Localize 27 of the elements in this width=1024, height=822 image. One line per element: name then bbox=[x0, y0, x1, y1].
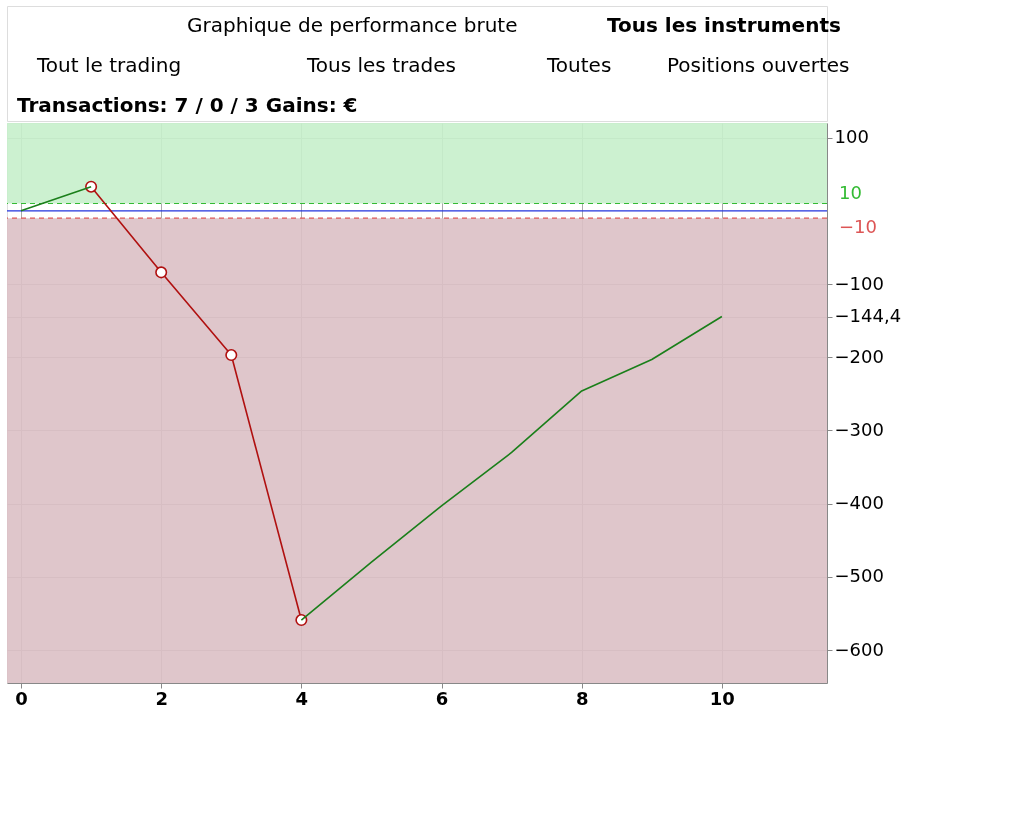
y-tick-label: −400 bbox=[834, 492, 884, 514]
x-tick-label: 6 bbox=[435, 687, 449, 709]
text: Tous les trades bbox=[306, 53, 456, 77]
ref-line-label: −10 bbox=[839, 216, 877, 238]
point bbox=[295, 614, 308, 627]
point bbox=[85, 180, 98, 193]
y-tick-label: −500 bbox=[834, 565, 884, 587]
x-tick-label: 4 bbox=[295, 687, 309, 709]
point bbox=[155, 266, 168, 279]
chart-title: Graphique de performance brute bbox=[187, 13, 518, 37]
y-tick-label: −100 bbox=[834, 272, 884, 294]
text: Tous les instruments bbox=[607, 13, 841, 37]
ref-line-label: 10 bbox=[839, 181, 862, 203]
text: Positions ouvertes bbox=[667, 53, 850, 77]
x-tick-label: 10 bbox=[709, 687, 735, 709]
x-tick-label: 8 bbox=[575, 687, 589, 709]
point bbox=[225, 349, 238, 362]
y-tick-label: −200 bbox=[834, 345, 884, 367]
y-tick-label: −144,4 bbox=[834, 305, 902, 327]
text: Transactions: 7 / 0 / 3 Gains: € bbox=[17, 93, 358, 117]
text: Tout le trading bbox=[36, 53, 182, 77]
text: Toutes bbox=[546, 53, 612, 77]
x-tick-label: 2 bbox=[155, 687, 168, 709]
x-tick-label: 0 bbox=[15, 687, 28, 709]
y-tick-label: −300 bbox=[834, 418, 884, 440]
y-tick-label: 100 bbox=[834, 126, 869, 148]
y-tick-label: −600 bbox=[834, 638, 884, 660]
